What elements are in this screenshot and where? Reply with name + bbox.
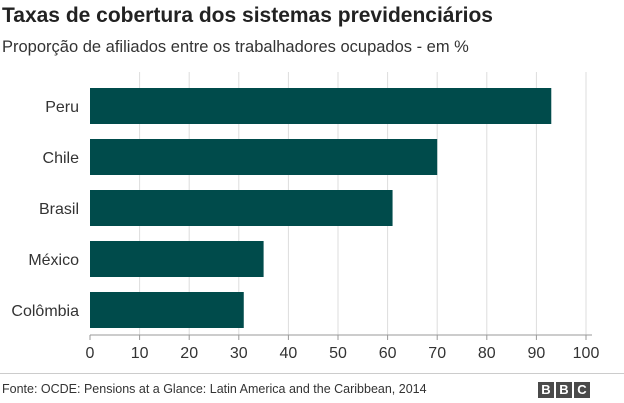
- x-tick-label: 0: [86, 345, 95, 362]
- x-tick-label: 100: [573, 345, 600, 362]
- category-label: Peru: [45, 99, 79, 116]
- x-tick-label: 10: [131, 345, 149, 362]
- x-tick-label: 70: [428, 345, 446, 362]
- category-label: Colômbia: [11, 303, 79, 320]
- x-tick-label: 30: [230, 345, 248, 362]
- category-labels: Peru Chile Brasil México Colômbia: [11, 99, 79, 320]
- bbc-logo: B B C: [538, 382, 590, 398]
- bar-chart: Peru Chile Brasil México Colômbia 0 10 20 30 40 5…: [11, 72, 600, 362]
- bar: [90, 292, 244, 328]
- bbc-logo-letter: B: [538, 382, 554, 398]
- bar: [90, 190, 393, 226]
- x-tick-label: 20: [180, 345, 198, 362]
- chart-title: Taxas de cobertura dos sistemas previden…: [2, 4, 493, 27]
- bbc-logo-letter: B: [556, 382, 572, 398]
- x-axis: 0 10 20 30 40 50 60 70 80 90 100: [86, 334, 600, 362]
- x-tick-label: 90: [528, 345, 546, 362]
- source-note: Fonte: OCDE: Pensions at a Glance: Latin…: [2, 382, 427, 396]
- x-tick-label: 60: [379, 345, 397, 362]
- bar: [90, 139, 438, 175]
- bars: [90, 88, 552, 328]
- category-label: México: [28, 252, 79, 269]
- bbc-logo-letter: C: [574, 382, 590, 398]
- footer-divider: [0, 373, 624, 374]
- bar: [90, 241, 264, 277]
- chart-subtitle: Proporção de afiliados entre os trabalha…: [2, 38, 469, 56]
- category-label: Brasil: [39, 201, 79, 218]
- x-tick-label: 50: [329, 345, 347, 362]
- category-label: Chile: [43, 150, 80, 167]
- bar: [90, 88, 552, 124]
- x-tick-label: 40: [280, 345, 298, 362]
- x-tick-label: 80: [478, 345, 496, 362]
